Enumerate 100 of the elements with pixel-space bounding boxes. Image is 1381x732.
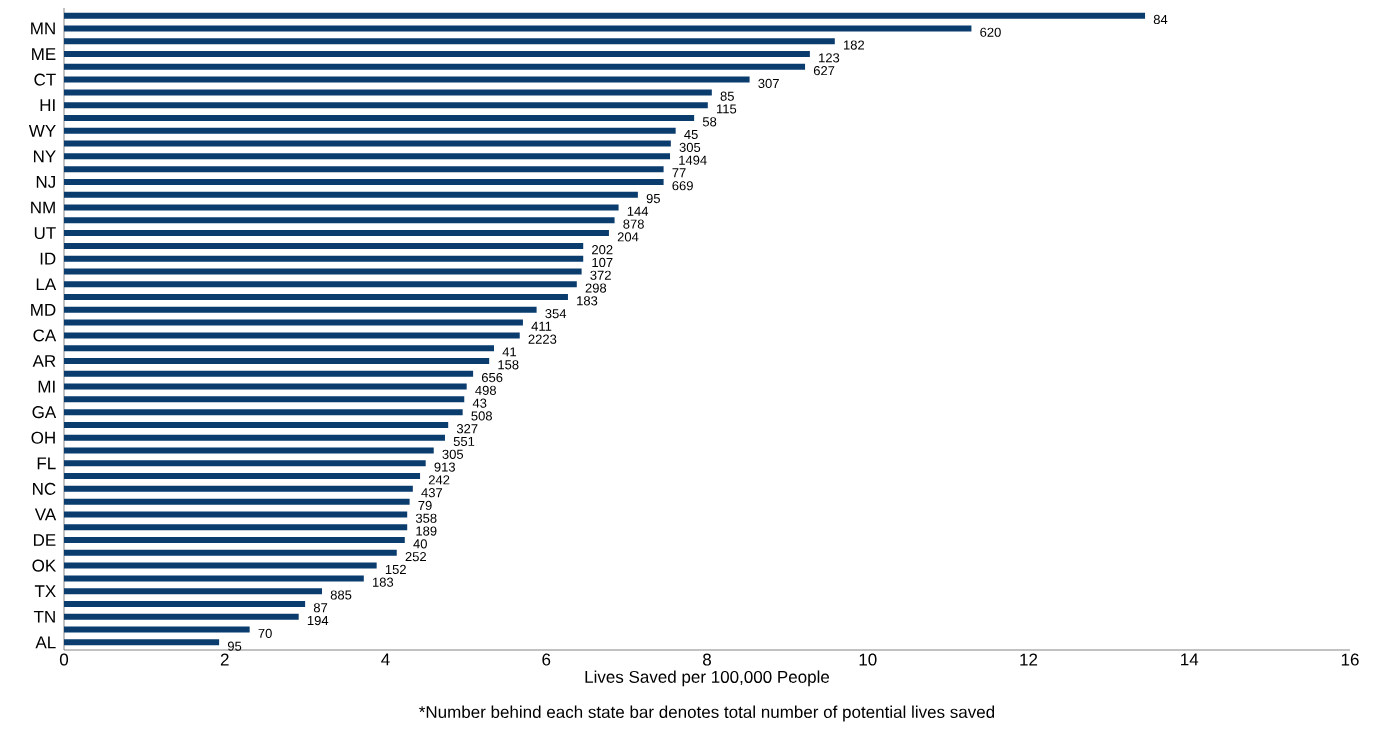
y-tick-label: AR [32,355,56,367]
annotation: 152 [385,564,406,574]
bar [64,268,582,275]
annotation: 627 [813,66,835,76]
y-tick-label: OH [31,431,55,444]
bar [64,25,972,32]
y-tick-label: OK [32,559,57,572]
annotation: 183 [372,577,394,587]
bar [64,242,584,249]
y-tick-label: TN [33,610,55,623]
bar [64,562,377,569]
annotation: 183 [577,296,598,306]
bar [64,345,495,352]
bar [64,255,584,262]
y-tick-label: AL [35,636,56,649]
y-tick-label: LA [36,278,57,291]
bar [64,294,568,301]
annotation: 508 [471,411,492,421]
annotation: 77 [672,168,686,178]
y-tick-label: TX [34,585,56,598]
annotation: 70 [258,628,272,638]
bar [64,63,806,70]
bar [64,114,695,121]
x-tick-label: 2 [220,653,229,666]
annotation: 656 [481,372,503,383]
bar [64,537,405,544]
bar [64,511,408,518]
annotation: 305 [442,449,464,459]
bar [64,370,474,377]
bar [64,383,467,390]
annotation: 878 [623,219,644,229]
annotation: 305 [679,142,701,152]
annotation: 189 [416,526,437,536]
bar [64,306,537,313]
bar [64,357,490,364]
y-tick-label: MN [31,22,55,35]
bar [64,639,220,646]
y-tick-label: FL [37,457,56,470]
bar [64,421,449,428]
bar [64,498,410,505]
bar [64,178,664,185]
annotation: 107 [592,257,613,268]
annotation: 913 [434,462,456,472]
y-tick-label: CA [33,329,57,342]
annotation: 358 [415,513,437,523]
annotation: 95 [227,641,242,651]
bar [64,191,638,198]
bar [64,332,520,339]
annotation: 498 [475,385,496,395]
annotation: 95 [646,193,660,204]
annotation: 252 [405,552,426,562]
bar [64,166,664,173]
annotation: 182 [843,40,865,50]
bar [64,460,426,467]
annotation: 885 [330,590,352,600]
bar [64,434,445,441]
bar [64,473,421,480]
x-tick-label: 0 [59,653,69,666]
annotation: 298 [585,283,607,293]
bar [64,51,810,58]
annotation: 41 [502,347,517,357]
bar [64,204,619,211]
annotation: 43 [472,398,487,408]
bar [64,281,577,288]
y-tick-label: NY [33,150,56,163]
bar [64,38,835,45]
x-tick-label: 6 [542,653,551,666]
bar [64,76,750,83]
x-tick-label: 12 [1020,653,1038,666]
annotation: 242 [428,475,450,485]
annotation: 204 [617,232,639,242]
bar [64,409,463,416]
annotation: 123 [819,53,840,63]
y-tick-label: WY [28,124,56,137]
annotation: 2223 [528,334,557,344]
y-tick-label: VA [34,508,57,521]
bar [64,549,397,556]
x-axis-title: Lives Saved per 100,000 People [585,670,830,687]
y-tick-label: UT [34,227,56,240]
bar [64,230,609,237]
annotation: 372 [590,270,611,280]
x-tick-label: 14 [1181,653,1199,666]
bar [64,217,615,224]
bar [64,575,364,582]
bar [64,524,408,531]
annotation: 620 [980,27,1001,37]
bar [64,12,1146,19]
y-tick-label: DE [33,534,56,546]
annotation: 437 [421,488,443,498]
annotation: 144 [627,206,649,216]
x-tick-label: 10 [859,653,877,666]
annotation: 327 [456,424,478,434]
annotation: 87 [313,603,328,613]
bar [64,102,708,109]
bar [64,396,465,403]
bar [64,588,323,595]
annotation: 1494 [679,155,707,165]
annotation: 669 [672,181,693,191]
bar [64,600,306,607]
bar [64,319,523,326]
